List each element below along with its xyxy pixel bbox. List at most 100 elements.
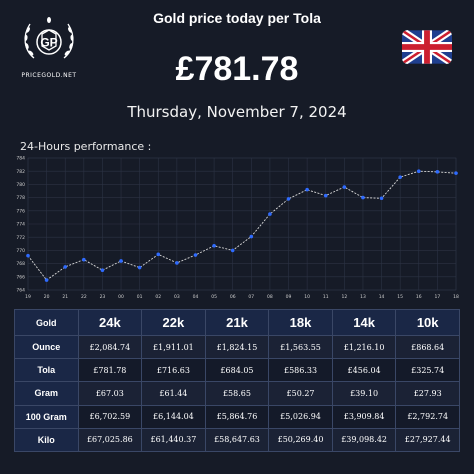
x-tick-label: 10 [304,294,310,300]
data-point [454,171,458,175]
price-table: Gold 24k 22k 21k 18k 14k 10k Ounce £2,08… [14,309,460,453]
data-point [82,257,86,262]
table-row: Tola £781.78 £716.63 £684.05 £586.33 £45… [14,358,460,383]
data-point [230,248,235,253]
table-row: Ounce £2,084.74 £1,911.01 £1,824.15 £1,5… [14,334,460,360]
row-label: Tola [14,358,79,383]
x-tick-label: 08 [267,294,273,300]
x-tick-label: 13 [360,294,366,300]
uk-flag-icon[interactable] [402,30,452,64]
table-cell: £67.03 [77,381,143,406]
table-cell: £39.10 [331,381,397,406]
table-cell: £716.63 [141,358,206,383]
data-point [398,175,402,179]
data-point [416,169,421,173]
x-tick-label: 21 [62,294,68,300]
table-cell: £50.27 [268,381,333,406]
data-point [435,170,440,174]
table-cell: £1,911.01 [141,334,206,360]
y-tick-label: 780 [16,182,25,188]
x-tick-label: 03 [174,294,180,300]
table-cell: £2,792.74 [395,404,460,429]
table-corner: Gold [14,309,79,336]
data-point [212,243,216,248]
x-tick-label: 22 [81,294,87,300]
data-point [100,268,105,272]
x-tick-label: 16 [416,294,422,300]
table-cell: £586.33 [268,358,333,383]
y-tick-label: 782 [16,169,25,175]
table-cell: £325.74 [395,358,460,383]
x-tick-label: 01 [137,294,143,300]
x-tick-label: 00 [118,294,124,300]
x-tick-label: 18 [453,294,459,300]
x-tick-label: 12 [341,294,347,300]
y-tick-label: 772 [16,235,25,241]
data-point [156,252,161,257]
data-point [137,265,142,270]
column-header: 24k [77,309,143,336]
table-cell: £50,269.40 [268,427,333,453]
y-tick-label: 764 [16,288,25,294]
table-cell: £5,864.76 [204,404,270,429]
data-point [342,185,347,189]
x-tick-label: 02 [155,294,161,300]
current-price: £781.78 [175,50,299,88]
table-row: Gram £67.03 £61.44 £58.65 £50.27 £39.10 … [14,381,460,406]
data-point [193,253,198,257]
table-cell: £1,824.15 [204,334,270,360]
data-point [44,278,49,282]
data-point [63,265,68,269]
table-cell: £781.78 [77,358,143,383]
data-point [26,253,30,258]
logo-mark: GP [40,36,57,50]
page-title: Gold price today per Tola [153,10,321,26]
table-cell: £61.44 [141,381,206,406]
column-header: 10k [395,309,460,336]
x-tick-label: 23 [100,294,106,300]
x-tick-label: 14 [379,294,385,300]
data-point [286,197,291,201]
y-tick-label: 776 [16,208,25,214]
y-tick-label: 766 [16,274,25,280]
table-cell: £868.64 [395,334,460,360]
data-point [268,212,272,216]
data-point [323,193,328,198]
row-label: Gram [14,381,79,406]
y-tick-label: 784 [16,156,25,162]
site-logo[interactable]: GP PRICEGOLD.NET [16,14,82,80]
data-point [249,234,254,239]
data-point [119,259,123,263]
performance-label: 24-Hours performance : [20,140,152,153]
x-tick-label: 04 [193,294,199,300]
price-chart: 764 766 768 770 772 774 776 778 780 782 784 19 20 21 2… [16,156,459,300]
data-point [361,195,365,200]
wreath-icon: GP [24,17,74,59]
table-cell: £67,025.86 [77,427,143,453]
table-row: 100 Gram £6,702.59 £6,144.04 £5,864.76 £… [14,404,460,429]
column-header: 22k [141,309,206,336]
table-cell: £61,440.37 [141,427,206,453]
table-cell: £6,702.59 [77,404,143,429]
x-tick-label: 15 [397,294,403,300]
data-point [379,196,384,201]
table-cell: £27.93 [395,381,460,406]
table-cell: £39,098.42 [331,427,397,453]
column-header: 14k [331,309,397,336]
table-cell: £2,084.74 [77,334,143,360]
table-cell: £27,927.44 [395,427,460,453]
x-tick-label: 19 [25,294,31,300]
table-row: Kilo £67,025.86 £61,440.37 £58,647.63 £5… [14,427,460,453]
logo-text: PRICEGOLD.NET [21,72,77,79]
x-tick-label: 09 [286,294,292,300]
y-tick-label: 778 [16,195,25,201]
row-label: Ounce [14,334,79,360]
row-label: 100 Gram [14,404,79,429]
x-tick-label: 20 [44,294,50,300]
data-point [305,187,309,192]
table-cell: £58.65 [204,381,270,406]
table-cell: £58,647.63 [204,427,270,453]
table-cell: £6,144.04 [141,404,206,429]
column-header: 18k [268,309,333,336]
table-cell: £1,216.10 [331,334,397,360]
